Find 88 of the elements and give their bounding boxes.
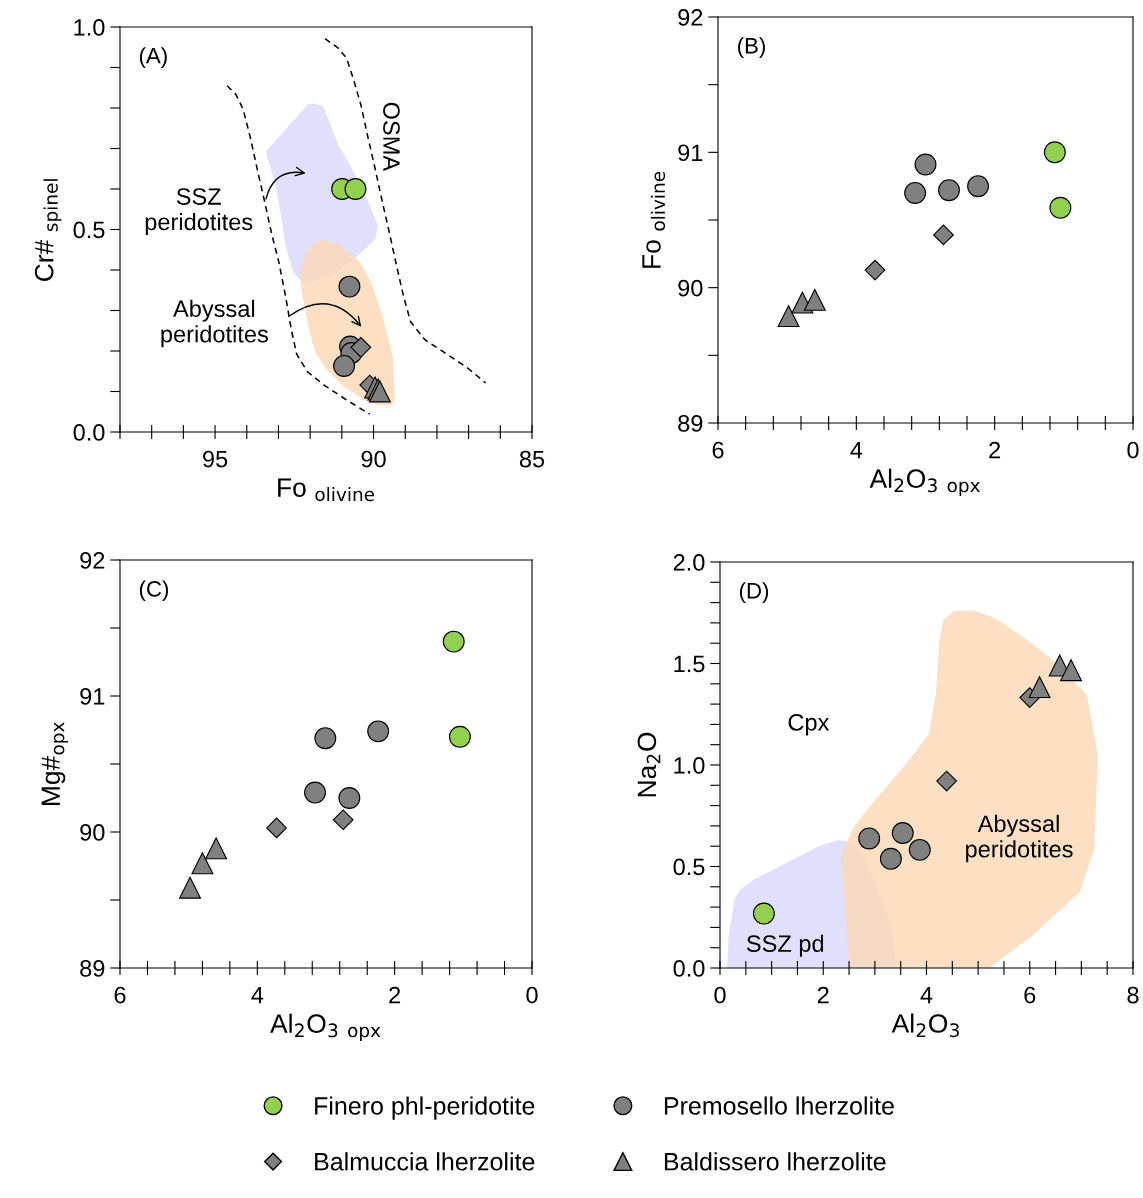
y-axis-title: Cr# $_{spinel}$ — [34, 179, 62, 281]
text: (A) — [139, 47, 167, 68]
point — [967, 175, 990, 198]
point — [904, 181, 927, 204]
y-tick-label: 1.0 — [74, 19, 105, 36]
y-tick-label: 2.0 — [673, 554, 705, 571]
text: (C) — [139, 580, 169, 602]
annotation: SSZ pd — [746, 934, 824, 957]
point — [350, 336, 372, 358]
point — [179, 876, 202, 899]
point — [205, 837, 228, 860]
y-tick-label: 1.0 — [674, 757, 705, 774]
x-tick-label: 2 — [989, 441, 1001, 459]
x-tick-label: 4 — [251, 986, 264, 1004]
y-tick-label: 90 — [80, 824, 105, 841]
point — [338, 275, 361, 298]
x-tick-label: 2 — [389, 986, 401, 1004]
y-tick-label: 90 — [678, 279, 703, 297]
point — [777, 305, 800, 328]
x-tick-label: 6 — [1024, 986, 1036, 1004]
y-tick-label: 92 — [678, 9, 703, 26]
point — [367, 720, 390, 743]
point — [333, 355, 356, 377]
x-tick-label: 85 — [519, 450, 545, 468]
point — [442, 630, 465, 653]
x-axis-title: Fo $_{olivine}$ — [278, 478, 375, 502]
point — [914, 153, 937, 176]
point — [1049, 196, 1072, 219]
y-axis-title: Fo $_{olivine}$ — [642, 171, 666, 268]
point — [752, 902, 775, 925]
y-tick-label: 91 — [678, 144, 703, 162]
text: (B) — [738, 37, 765, 58]
x-tick-label: 4 — [850, 441, 863, 459]
y-tick-label: 89 — [678, 415, 703, 432]
point — [864, 259, 886, 281]
x-tick-label: 2 — [817, 986, 829, 1004]
y-tick-label: 1.5 — [674, 655, 705, 673]
point — [314, 727, 337, 750]
x-axis-title: Al$_{2}$O$_{3}$ — [891, 1013, 959, 1038]
y-axis-title: Mg#$_{opx}$ — [41, 722, 68, 805]
y-tick-label: 0.5 — [673, 858, 705, 876]
y-axis-title: Na$_{2}$O — [637, 732, 661, 797]
annotation: Abyssal peridotites — [966, 814, 1073, 863]
x-tick-label: 0 — [1127, 441, 1139, 459]
line-series — [324, 37, 487, 384]
annotation: Cpx — [788, 714, 830, 736]
x-tick-label: 8 — [1127, 986, 1139, 1004]
point — [908, 838, 931, 861]
point — [448, 725, 471, 748]
point — [879, 847, 902, 870]
x-axis-title: Al$_{2}$O$_{3 opx}$ — [270, 1013, 381, 1041]
annotation: SSZ peridotites — [145, 188, 253, 235]
annotation: Abyssal peridotites — [161, 299, 268, 348]
point — [304, 781, 326, 804]
x-tick-label: 6 — [114, 986, 126, 1004]
y-tick-label: 92 — [80, 552, 105, 569]
legend-label: Balmuccia lherzolite — [315, 1152, 535, 1171]
x-tick-label: 90 — [361, 450, 386, 468]
point — [803, 288, 826, 311]
point — [1060, 659, 1083, 682]
legend-label: Finero phl-peridotite — [315, 1096, 535, 1120]
y-tick-label: 91 — [80, 688, 105, 705]
annotation: OSMA — [383, 102, 400, 172]
point — [891, 822, 914, 844]
y-tick-label: 89 — [80, 960, 105, 977]
point — [332, 809, 354, 831]
text: (D) — [739, 582, 769, 603]
point — [858, 827, 881, 850]
legend-label: Premosello lherzolite — [664, 1096, 894, 1115]
y-tick-label: 0.0 — [73, 424, 105, 441]
point — [191, 852, 214, 875]
point — [266, 817, 287, 839]
x-tick-label: 95 — [203, 450, 228, 468]
point — [338, 787, 361, 809]
point — [933, 224, 954, 246]
x-tick-label: 0 — [526, 986, 538, 1004]
legend-label: Baldissero lherzolite — [664, 1152, 886, 1171]
x-tick-label: 0 — [714, 986, 726, 1004]
x-tick-label: 6 — [712, 441, 724, 459]
point — [1043, 141, 1066, 164]
point — [1028, 676, 1051, 699]
point — [344, 178, 367, 200]
x-axis-title: Al$_{2}$O$_{3 opx}$ — [869, 468, 980, 496]
y-tick-label: 0.0 — [673, 960, 705, 977]
point — [938, 179, 960, 202]
x-tick-label: 4 — [920, 986, 933, 1004]
point — [936, 770, 958, 792]
y-tick-label: 0.5 — [73, 221, 105, 239]
